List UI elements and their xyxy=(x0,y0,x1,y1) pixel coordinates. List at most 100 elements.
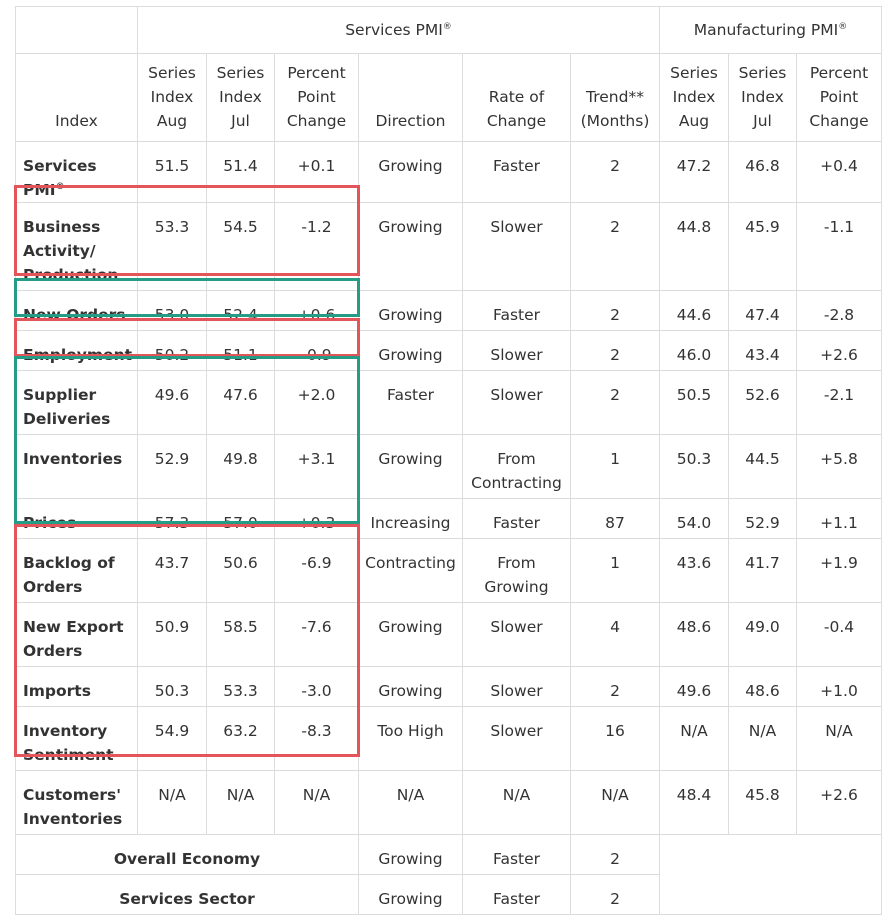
manufacturing-change-value: +0.4 xyxy=(796,141,882,203)
manufacturing-jul-value: 52.6 xyxy=(728,370,797,435)
manufacturing-change-value: +5.8 xyxy=(796,434,882,499)
summary-trend: 2 xyxy=(570,874,660,915)
summary-label: Overall Economy xyxy=(15,834,359,875)
index-label: Employment xyxy=(15,330,138,371)
rate-of-change-value: Faster xyxy=(462,141,571,203)
trend-value: 1 xyxy=(570,434,660,499)
services-jul-value: N/A xyxy=(206,770,275,835)
manufacturing-aug-value: 44.6 xyxy=(659,290,729,331)
manufacturing-aug-value: 49.6 xyxy=(659,666,729,707)
direction-value: Increasing xyxy=(358,498,463,539)
rate-of-change-value: Slower xyxy=(462,602,571,667)
manufacturing-change-value: +1.0 xyxy=(796,666,882,707)
services-jul-value: 58.5 xyxy=(206,602,275,667)
manufacturing-aug-header: Series Index Aug xyxy=(659,53,729,142)
table-row: Services PMI® 51.5 51.4 +0.1 Growing Faster 2 4… xyxy=(15,141,882,203)
direction-value: Contracting xyxy=(358,538,463,603)
manufacturing-aug-value: 48.4 xyxy=(659,770,729,835)
rate-of-change-value: N/A xyxy=(462,770,571,835)
services-jul-header: Series Index Jul xyxy=(206,53,275,142)
manufacturing-aug-value: 48.6 xyxy=(659,602,729,667)
rate-of-change-value: Slower xyxy=(462,370,571,435)
manufacturing-change-value: -1.1 xyxy=(796,202,882,291)
manufacturing-aug-value: 54.0 xyxy=(659,498,729,539)
services-change-value: +2.0 xyxy=(274,370,359,435)
summary-direction: Growing xyxy=(358,834,463,875)
services-pmi-header: Services PMI® xyxy=(137,6,660,54)
direction-value: Faster xyxy=(358,370,463,435)
manufacturing-jul-value: 45.8 xyxy=(728,770,797,835)
table-row: Inventories 52.9 49.8 +3.1 Growing From Contra… xyxy=(15,434,882,499)
index-label: Supplier Deliveries xyxy=(15,370,138,435)
trend-value: 2 xyxy=(570,141,660,203)
table-row: Business Activity/Production 53.3 54.5 -1.2 G… xyxy=(15,202,882,291)
rate-of-change-value: Slower xyxy=(462,202,571,291)
services-aug-value: 50.9 xyxy=(137,602,207,667)
services-change-value: +0.1 xyxy=(274,141,359,203)
column-header-row: Index Series Index Aug Series Index Jul Perc… xyxy=(15,53,882,142)
rate-of-change-value: Slower xyxy=(462,666,571,707)
services-change-value: -3.0 xyxy=(274,666,359,707)
summary-row: Overall Economy Growing Faster 2 xyxy=(15,834,882,915)
direction-value: Growing xyxy=(358,141,463,203)
index-label: New Orders xyxy=(15,290,138,331)
trend-value: 87 xyxy=(570,498,660,539)
direction-value: Growing xyxy=(358,330,463,371)
services-jul-value: 51.4 xyxy=(206,141,275,203)
manufacturing-change-value: -2.1 xyxy=(796,370,882,435)
trend-header: Trend** (Months) xyxy=(570,53,660,142)
index-label: Imports xyxy=(15,666,138,707)
services-aug-value: 53.3 xyxy=(137,202,207,291)
manufacturing-jul-value: 47.4 xyxy=(728,290,797,331)
services-change-value: N/A xyxy=(274,770,359,835)
index-label: Customers' Inventories xyxy=(15,770,138,835)
empty-cell xyxy=(659,834,882,915)
manufacturing-change-value: +2.6 xyxy=(796,770,882,835)
trend-value: 1 xyxy=(570,538,660,603)
rate-of-change-value: Faster xyxy=(462,290,571,331)
services-jul-value: 57.0 xyxy=(206,498,275,539)
manufacturing-change-header: Percent Point Change xyxy=(796,53,882,142)
index-label: Inventories xyxy=(15,434,138,499)
services-aug-value: 43.7 xyxy=(137,538,207,603)
table-row: New Export Orders 50.9 58.5 -7.6 Growing Slowe… xyxy=(15,602,882,667)
manufacturing-jul-value: 46.8 xyxy=(728,141,797,203)
direction-value: Growing xyxy=(358,290,463,331)
manufacturing-jul-value: 49.0 xyxy=(728,602,797,667)
manufacturing-jul-value: 41.7 xyxy=(728,538,797,603)
summary-rate: Faster xyxy=(462,874,571,915)
manufacturing-pmi-header: Manufacturing PMI® xyxy=(659,6,882,54)
services-jul-value: 47.6 xyxy=(206,370,275,435)
direction-value: Growing xyxy=(358,666,463,707)
summary-label: Services Sector xyxy=(15,874,359,915)
services-aug-value: 51.5 xyxy=(137,141,207,203)
manufacturing-aug-value: 43.6 xyxy=(659,538,729,603)
direction-value: N/A xyxy=(358,770,463,835)
direction-value: Growing xyxy=(358,434,463,499)
manufacturing-jul-value: N/A xyxy=(728,706,797,771)
trend-value: 2 xyxy=(570,202,660,291)
rate-of-change-value: From Contracting xyxy=(462,434,571,499)
index-label: Backlog of Orders xyxy=(15,538,138,603)
manufacturing-change-value: +2.6 xyxy=(796,330,882,371)
trend-value: N/A xyxy=(570,770,660,835)
table-row: Prices 57.3 57.0 +0.3 Increasing Faster 87 54.0… xyxy=(15,498,882,539)
services-jul-value: 51.1 xyxy=(206,330,275,371)
trend-value: 2 xyxy=(570,290,660,331)
services-aug-value: 53.0 xyxy=(137,290,207,331)
table-row: Supplier Deliveries 49.6 47.6 +2.0 Faster Slow… xyxy=(15,370,882,435)
pmi-table: Services PMI® Manufacturing PMI® Index S… xyxy=(15,6,882,915)
manufacturing-jul-value: 48.6 xyxy=(728,666,797,707)
services-aug-value: 54.9 xyxy=(137,706,207,771)
group-header-row: Services PMI® Manufacturing PMI® xyxy=(15,6,882,54)
services-change-value: -0.9 xyxy=(274,330,359,371)
index-label: New Export Orders xyxy=(15,602,138,667)
services-change-value: +3.1 xyxy=(274,434,359,499)
manufacturing-aug-value: 46.0 xyxy=(659,330,729,371)
index-header: Index xyxy=(15,53,138,142)
summary-rate: Faster xyxy=(462,834,571,875)
rate-of-change-value: Slower xyxy=(462,706,571,771)
rate-of-change-value: Slower xyxy=(462,330,571,371)
rate-of-change-value: Faster xyxy=(462,498,571,539)
trend-value: 2 xyxy=(570,666,660,707)
